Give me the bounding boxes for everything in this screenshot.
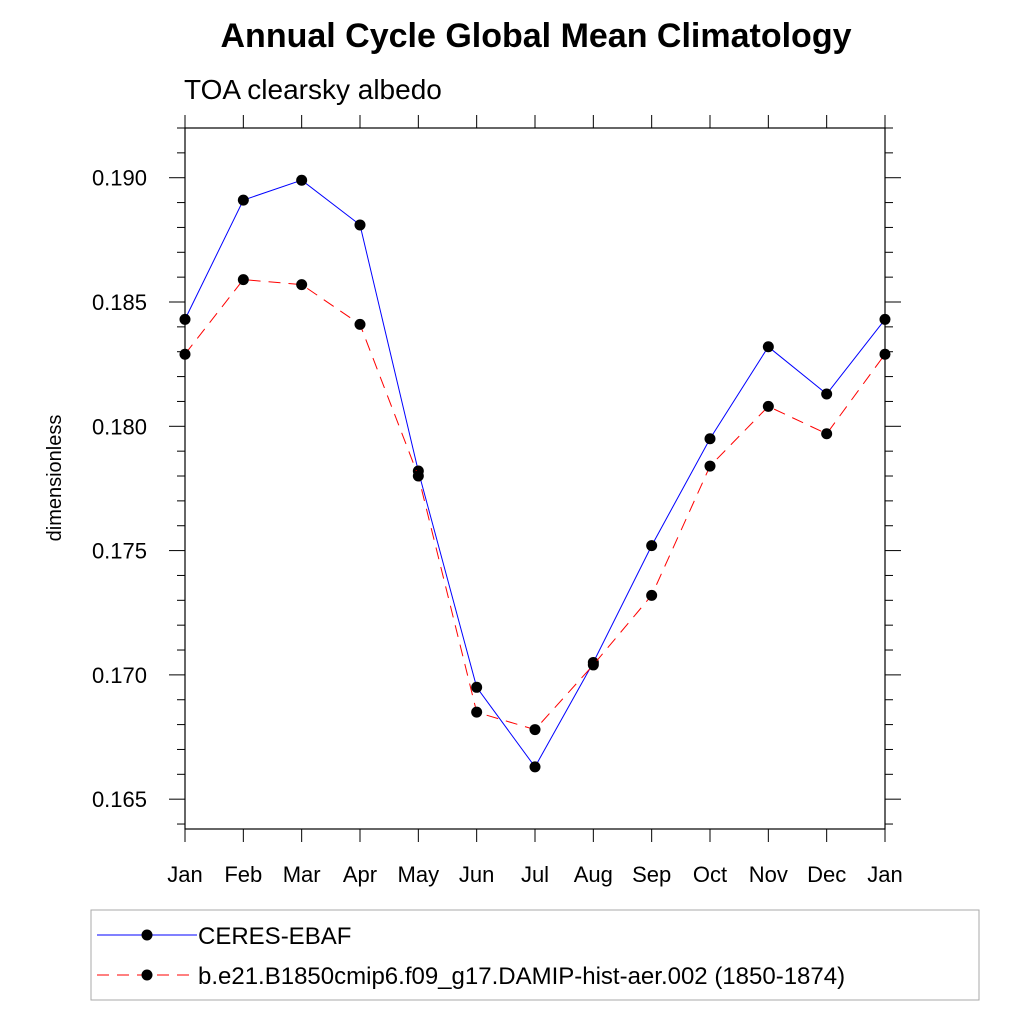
plot-frame — [184, 127, 886, 830]
y-tick-label: 0.190 — [92, 166, 147, 191]
y-axis-label: dimensionless — [44, 415, 66, 542]
data-point-1-7 — [587, 659, 599, 671]
x-tick-label: Aug — [574, 862, 613, 887]
data-point-0-9 — [704, 433, 716, 445]
legend-marker-model — [141, 969, 153, 981]
legend-label-model: b.e21.B1850cmip6.f09_g17.DAMIP-hist-aer.… — [198, 963, 845, 990]
legend-marker-ceres — [141, 929, 153, 941]
data-point-0-5 — [471, 681, 483, 693]
series-1 — [179, 274, 891, 736]
y-tick-label: 0.185 — [92, 290, 147, 315]
x-tick-label: Feb — [224, 862, 262, 887]
data-point-0-1 — [237, 194, 249, 206]
x-tick-label: Apr — [343, 862, 377, 887]
data-point-0-2 — [296, 174, 308, 186]
data-point-0-12 — [879, 313, 891, 325]
x-tick-label: Nov — [749, 862, 788, 887]
data-point-1-0 — [179, 348, 191, 360]
data-point-1-2 — [296, 279, 308, 291]
x-tick-label: Jun — [459, 862, 494, 887]
data-point-0-8 — [646, 540, 658, 552]
data-point-1-10 — [762, 400, 774, 412]
x-tick-label: Mar — [283, 862, 321, 887]
data-point-1-4 — [412, 470, 424, 482]
series-layer — [179, 174, 891, 773]
data-point-0-6 — [529, 761, 541, 773]
data-point-1-11 — [821, 428, 833, 440]
data-point-1-8 — [646, 589, 658, 601]
x-tick-label: Oct — [693, 862, 727, 887]
data-point-1-5 — [471, 706, 483, 718]
data-point-1-1 — [237, 274, 249, 286]
series-0 — [179, 174, 891, 773]
y-tick-label: 0.180 — [92, 414, 147, 439]
x-tick-label: Sep — [632, 862, 671, 887]
legend-label-ceres: CERES-EBAF — [198, 923, 351, 950]
x-tick-label: Jul — [521, 862, 549, 887]
data-point-1-12 — [879, 348, 891, 360]
series-line-0 — [184, 179, 886, 768]
x-tick-label: Dec — [807, 862, 846, 887]
plot-axes: 0.165 0.170 0.175 0.180 0.185 0.190 Jan Feb Mar A… — [92, 115, 903, 887]
data-point-0-3 — [354, 219, 366, 231]
legend-box — [90, 909, 980, 1001]
data-point-0-0 — [179, 313, 191, 325]
data-point-1-9 — [704, 460, 716, 472]
y-tick-label: 0.175 — [92, 539, 147, 564]
chart-title: Annual Cycle Global Mean Climatology — [221, 17, 852, 55]
data-point-1-3 — [354, 318, 366, 330]
legend: CERES-EBAF b.e21.B1850cmip6.f09_g17.DAMI… — [90, 909, 980, 1001]
y-tick-label: 0.165 — [92, 787, 147, 812]
data-point-1-6 — [529, 724, 541, 736]
series-line-1 — [184, 279, 886, 731]
x-tick-label: May — [398, 862, 440, 887]
chart-subtitle: TOA clearsky albedo — [184, 74, 442, 105]
data-point-0-10 — [762, 341, 774, 353]
x-tick-label: Jan — [167, 862, 202, 887]
y-tick-label: 0.170 — [92, 663, 147, 688]
x-tick-label: Jan — [867, 862, 902, 887]
data-point-0-11 — [821, 388, 833, 400]
